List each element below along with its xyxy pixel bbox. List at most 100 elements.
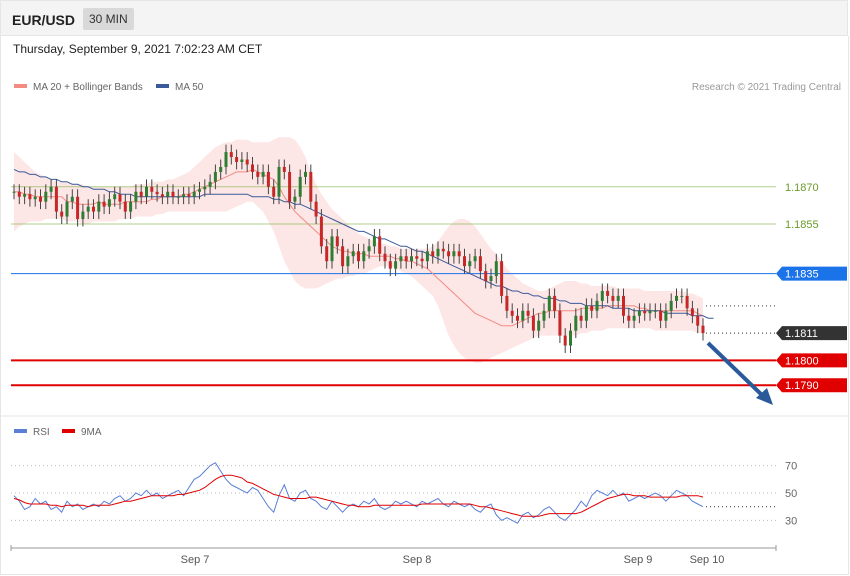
candle-body xyxy=(293,196,297,202)
candle-body xyxy=(229,152,233,158)
candle-body xyxy=(357,251,360,262)
candle-body xyxy=(150,186,154,192)
rsi-legend: RSI 9MA xyxy=(14,427,102,438)
candle-body xyxy=(97,201,101,212)
level-label: 1.1790 xyxy=(785,380,819,392)
candle-body xyxy=(346,256,350,267)
candle-body xyxy=(410,256,413,262)
candle-body xyxy=(314,201,318,217)
ma50-legend-label: MA 50 xyxy=(175,82,204,93)
level-label: 1.1870 xyxy=(785,182,819,194)
candle-body xyxy=(81,211,85,220)
level-tag xyxy=(776,378,847,393)
candle-body xyxy=(44,191,48,202)
level-tag xyxy=(776,353,847,368)
candle-body xyxy=(134,191,138,202)
candle-body xyxy=(590,305,594,311)
candle-body xyxy=(282,166,286,172)
ma20-legend-swatch xyxy=(14,84,27,88)
candle-body xyxy=(351,251,355,257)
candle-body xyxy=(65,201,69,217)
candle-body xyxy=(394,261,398,269)
candle-body xyxy=(383,253,387,262)
x-tick-label: Sep 8 xyxy=(403,554,432,566)
forecast-arrow xyxy=(706,341,773,405)
candle-body xyxy=(468,261,472,267)
candle-body xyxy=(500,261,504,296)
candle-body xyxy=(266,171,270,187)
candle-body xyxy=(372,236,376,247)
candle-body xyxy=(558,310,562,336)
candle-body xyxy=(76,196,80,220)
candle-body xyxy=(187,194,191,197)
candle-body xyxy=(521,310,525,321)
candle-body xyxy=(182,194,186,197)
candle-body xyxy=(447,251,451,257)
candle-body xyxy=(277,166,281,197)
candle-body xyxy=(113,194,117,200)
candle-body xyxy=(102,201,106,207)
candle-body xyxy=(219,166,223,172)
candle-body xyxy=(192,191,196,197)
candle-body xyxy=(330,236,334,262)
level-labels: 1.1870 1.1855 1.1835 1.1811 1.1800 1.1790 xyxy=(776,182,847,393)
candle-body xyxy=(622,295,625,316)
candle-body xyxy=(298,176,302,197)
candle-body xyxy=(659,310,663,321)
candle-body xyxy=(664,310,668,321)
candle-body xyxy=(675,295,678,301)
candle-body xyxy=(304,171,307,177)
candle-body xyxy=(478,256,482,272)
candle-body xyxy=(489,276,493,282)
chart-datetime: Thursday, September 9, 2021 7:02:23 AM C… xyxy=(13,42,263,56)
ma50-legend-swatch xyxy=(156,84,169,88)
candle-body xyxy=(436,248,440,257)
candle-body xyxy=(505,295,509,311)
chart-frame xyxy=(0,36,849,575)
candle-body xyxy=(325,246,329,262)
candle-body xyxy=(637,310,641,316)
x-axis: Sep 7 Sep 8 Sep 9 Sep 10 xyxy=(10,545,777,566)
candle-body xyxy=(198,189,201,192)
candle-body xyxy=(235,157,239,162)
candle-body xyxy=(272,186,276,197)
candle-body xyxy=(213,171,217,182)
candle-body xyxy=(653,310,657,312)
candle-body xyxy=(367,246,371,252)
candle-body xyxy=(240,159,244,162)
timeframe-badge[interactable]: 30 MIN xyxy=(83,8,134,30)
candle-body xyxy=(531,315,535,331)
candle-body xyxy=(261,171,265,177)
candle-body xyxy=(86,206,90,212)
candle-body xyxy=(378,236,382,254)
candle-body xyxy=(627,315,631,321)
candle-body xyxy=(362,251,366,262)
ma9-legend-swatch xyxy=(62,429,75,433)
candle-body xyxy=(542,310,546,321)
candle-body xyxy=(404,256,408,262)
candle-body xyxy=(441,248,445,252)
candle-body xyxy=(160,194,164,197)
candle-body xyxy=(463,256,466,267)
forecast-arrow-line xyxy=(706,341,766,399)
candle-body xyxy=(584,305,588,321)
x-tick-label: Sep 7 xyxy=(181,554,210,566)
candle-body xyxy=(309,171,313,202)
candle-body xyxy=(288,171,292,202)
candle-body xyxy=(690,308,694,316)
candle-body xyxy=(574,315,578,331)
candle-body xyxy=(70,196,74,202)
candle-body xyxy=(606,290,610,296)
candle-body xyxy=(39,196,42,202)
chart-header: EUR/USD 30 MIN xyxy=(0,0,848,36)
candle-body xyxy=(526,310,530,316)
candle-body xyxy=(224,152,228,167)
candle-body xyxy=(107,199,111,207)
candle-body xyxy=(696,315,700,326)
candle-body xyxy=(452,251,456,257)
level-label: 1.1835 xyxy=(785,269,819,281)
candle-body xyxy=(341,246,345,267)
candle-body xyxy=(335,236,339,247)
candle-body xyxy=(563,335,567,346)
